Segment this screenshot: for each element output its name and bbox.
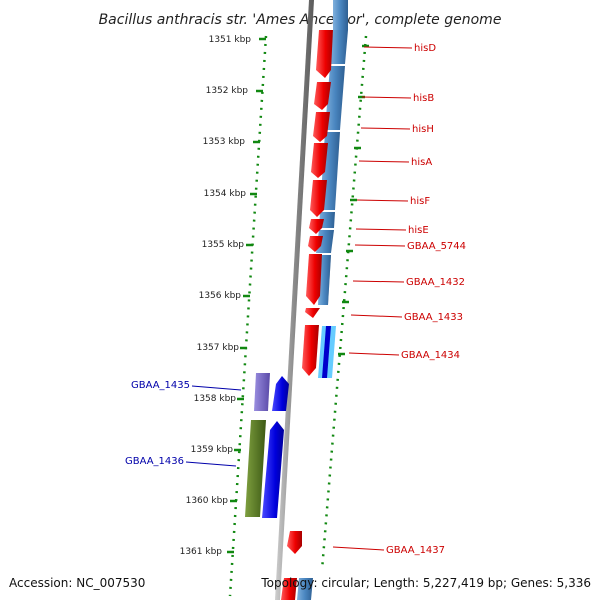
- gene-bar-GBAA_1434-blue: [322, 326, 331, 378]
- genome-backbone: [275, 0, 314, 600]
- cds-bar-offscreen: [297, 578, 313, 600]
- map-title: Bacillus anthracis str. 'Ames Ancestor',…: [99, 12, 502, 28]
- gene-arrow-hisF[interactable]: [310, 180, 327, 217]
- gene-labels: hisD hisB hisH hisA hisF hisE GBAA_5744 …: [125, 43, 466, 556]
- gene-arrow-GBAA_1436[interactable]: [262, 421, 284, 518]
- scale-label: 1356 kbp: [199, 291, 242, 301]
- accession-text: Accession: NC_007530: [9, 576, 145, 590]
- scale-label: 1357 kbp: [197, 343, 240, 353]
- scale-label: 1360 kbp: [186, 496, 229, 506]
- gene-label-GBAA_1436[interactable]: GBAA_1436: [125, 456, 184, 467]
- scale-label: 1352 kbp: [206, 86, 249, 96]
- forward-genes: [281, 30, 336, 600]
- scale-dotted-line-left: [228, 35, 268, 597]
- scale-label: 1358 kbp: [194, 394, 237, 404]
- gene-label-hisE[interactable]: hisE: [408, 225, 429, 236]
- gene-arrow-offscreen: [281, 578, 297, 600]
- gene-arrow-hisH[interactable]: [313, 112, 330, 142]
- gene-label-hisF[interactable]: hisF: [410, 196, 430, 207]
- gene-arrow-GBAA_1432[interactable]: [306, 254, 322, 305]
- gene-arrow-GBAA_1435[interactable]: [272, 376, 289, 411]
- scale-label: 1355 kbp: [202, 240, 245, 250]
- gene-label-hisA[interactable]: hisA: [411, 157, 432, 168]
- topology-text: Topology: circular; Length: 5,227,419 bp…: [260, 576, 591, 590]
- gene-bar-GBAA_1436[interactable]: [245, 420, 266, 517]
- gene-arrow-GBAA_1433[interactable]: [305, 308, 320, 318]
- leader-lines: [185, 46, 413, 551]
- gene-arrow-hisE[interactable]: [309, 219, 324, 234]
- gene-arrow-GBAA_1434[interactable]: [302, 325, 319, 376]
- gene-arrow-GBAA_5744[interactable]: [308, 236, 323, 252]
- gene-label-GBAA_1435[interactable]: GBAA_1435: [131, 380, 190, 391]
- gene-label-GBAA_1437[interactable]: GBAA_1437: [386, 545, 445, 556]
- scale-label: 1354 kbp: [204, 189, 247, 199]
- gene-arrow-hisB[interactable]: [314, 82, 331, 110]
- gene-arrow-hisD[interactable]: [316, 30, 333, 78]
- scale-label: 1361 kbp: [180, 547, 223, 557]
- scale-label: 1359 kbp: [191, 445, 234, 455]
- scale-dotted-line-right: [320, 35, 368, 571]
- scale-label: 1351 kbp: [209, 35, 252, 45]
- gene-label-hisB[interactable]: hisB: [413, 93, 434, 104]
- gene-label-GBAA_1433[interactable]: GBAA_1433: [404, 312, 463, 323]
- gene-arrow-GBAA_1437[interactable]: [287, 531, 302, 554]
- scale-label: 1353 kbp: [203, 137, 246, 147]
- gene-label-GBAA_1432[interactable]: GBAA_1432: [406, 277, 465, 288]
- reverse-genes: [245, 373, 289, 518]
- scale-ticks: [227, 37, 266, 554]
- gene-label-hisH[interactable]: hisH: [412, 124, 434, 135]
- gene-label-GBAA_5744[interactable]: GBAA_5744: [407, 241, 466, 252]
- scale-labels: 1351 kbp 1352 kbp 1353 kbp 1354 kbp 1355…: [180, 35, 252, 557]
- gene-label-GBAA_1434[interactable]: GBAA_1434: [401, 350, 460, 361]
- gene-label-hisD[interactable]: hisD: [414, 43, 436, 54]
- gene-arrow-hisA[interactable]: [311, 143, 328, 178]
- gene-bar-GBAA_1435[interactable]: [254, 373, 270, 411]
